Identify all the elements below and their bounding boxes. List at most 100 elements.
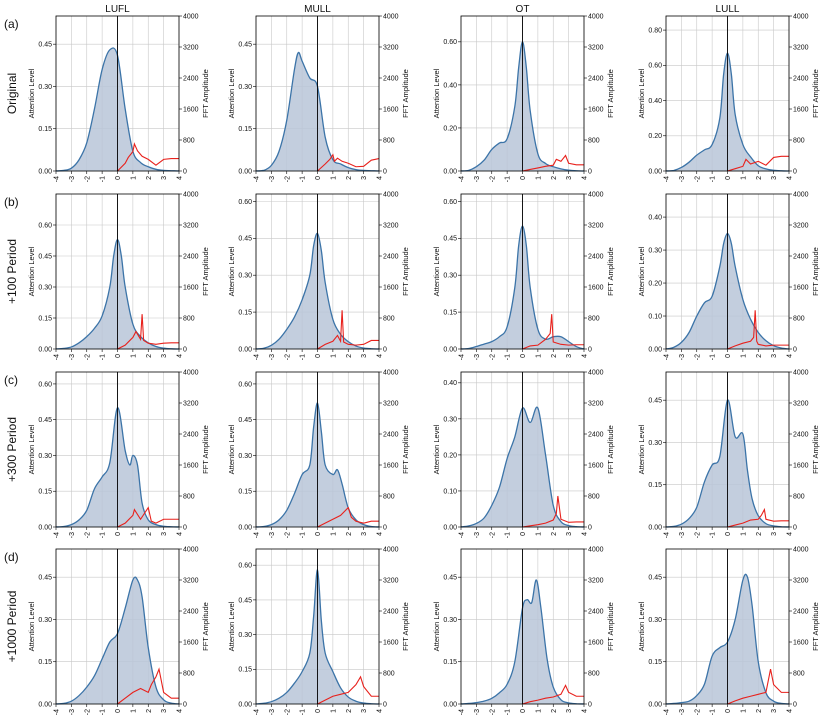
y-tick-label: 0.15	[238, 489, 252, 496]
x-tick-label: 3	[566, 176, 573, 180]
y2-tick-label: 1600	[588, 284, 604, 291]
row-label: +300 Period	[5, 417, 19, 482]
y-tick-label: 0.15	[443, 659, 457, 666]
y2-tick-label: 0	[383, 168, 387, 175]
y2-tick-label: 800	[183, 137, 195, 144]
y-tick-label: 0.60	[648, 63, 662, 70]
y-axis-label: Attention Level	[227, 601, 236, 651]
y2-tick-label: 0	[588, 701, 592, 708]
x-tick-label: 2	[756, 532, 763, 536]
y2-axis-label: FFT Amplitude	[201, 425, 210, 474]
x-tick-label: 2	[756, 709, 763, 713]
y2-tick-label: 1600	[793, 639, 809, 646]
y2-tick-label: 800	[183, 670, 195, 677]
x-tick-label: -1	[300, 709, 307, 715]
plot-frame	[55, 371, 180, 528]
panel-lufl-2: -4 -3 -2 -1 0 1 2 3 4 0.00 0.15 0.30 0.45 0.60 0 800 160…	[27, 191, 210, 360]
y2-tick-label: 800	[183, 493, 195, 500]
x-tick-label: -4	[459, 354, 466, 360]
y-tick-label: 0.30	[38, 617, 52, 624]
fft-line	[117, 506, 179, 528]
y2-axis-label: FFT Amplitude	[606, 247, 615, 296]
y2-tick-label: 1600	[588, 462, 604, 469]
column-title-lufl: LUFL	[105, 4, 130, 15]
y-tick-label: 0.10	[443, 488, 457, 495]
y2-tick-label: 2400	[588, 608, 604, 615]
y-tick-label: 0.30	[238, 273, 252, 280]
x-tick-label: -3	[679, 354, 686, 360]
x-tick-label: 3	[161, 176, 168, 180]
x-tick-label: 2	[756, 176, 763, 180]
y2-tick-label: 4000	[588, 191, 604, 198]
x-tick-label: -3	[474, 354, 481, 360]
y-tick-label: 0.00	[238, 346, 252, 353]
y-tick-label: 0.45	[238, 236, 252, 243]
plot-frame	[255, 15, 380, 172]
y2-tick-label: 0	[588, 346, 592, 353]
x-tick-label: 4	[582, 709, 589, 713]
fft-line	[522, 154, 584, 172]
x-tick-label: 3	[771, 709, 778, 713]
x-tick-label: 4	[582, 176, 589, 180]
y2-tick-label: 3200	[383, 400, 399, 407]
y-tick-label: 0.30	[238, 632, 252, 639]
y2-tick-label: 1600	[793, 284, 809, 291]
y-tick-label: 0.60	[238, 563, 252, 570]
y-tick-label: 0.20	[443, 452, 457, 459]
panel-lull-1: -4 -3 -2 -1 0 1 2 3 4 0.00 0.20 0.40 0.60 0.80 0 800 160…	[637, 13, 820, 182]
y2-tick-label: 4000	[588, 369, 604, 376]
x-tick-label: 4	[377, 709, 384, 713]
x-tick-label: 2	[346, 354, 353, 358]
fft-line	[117, 314, 179, 350]
x-tick-label: 1	[740, 709, 747, 713]
y-axis-label: Attention Level	[27, 246, 36, 296]
fft-line	[317, 675, 379, 705]
x-tick-label: 0	[520, 532, 527, 536]
x-tick-label: 0	[315, 709, 322, 713]
x-tick-label: 3	[361, 709, 368, 713]
y2-tick-label: 3200	[183, 400, 199, 407]
x-tick-label: -1	[300, 354, 307, 360]
x-tick-label: 0	[115, 532, 122, 536]
y-tick-label: 0.30	[38, 284, 52, 291]
y-tick-label: 0.30	[238, 453, 252, 460]
y-tick-label: 0.45	[238, 597, 252, 604]
plot-frame	[665, 193, 790, 350]
column-title-lull: LULL	[716, 4, 740, 15]
x-tick-label: -2	[284, 532, 291, 538]
y-tick-label: 0.20	[648, 280, 662, 287]
x-tick-label: -1	[100, 176, 107, 182]
y-axis-label: Attention Level	[27, 68, 36, 118]
plot-frame	[460, 15, 585, 172]
fft-line	[727, 155, 789, 172]
x-tick-label: 1	[535, 354, 542, 358]
y-tick-label: 0.45	[443, 575, 457, 582]
x-tick-label: 3	[771, 532, 778, 536]
y-tick-label: 0.45	[38, 42, 52, 49]
y-axis-label: Attention Level	[432, 68, 441, 118]
y-axis-label: Attention Level	[227, 68, 236, 118]
x-tick-label: 3	[771, 354, 778, 358]
x-tick-label: -1	[710, 532, 717, 538]
x-tick-label: 1	[740, 354, 747, 358]
x-tick-label: 2	[346, 176, 353, 180]
x-tick-label: 4	[787, 532, 794, 536]
y-tick-label: 0.00	[443, 346, 457, 353]
y2-tick-label: 1600	[183, 639, 199, 646]
y-tick-label: 0.40	[648, 98, 662, 105]
x-tick-label: -4	[459, 176, 466, 182]
row-mark: (c)	[4, 373, 18, 387]
x-tick-label: 4	[177, 354, 184, 358]
fft-line	[522, 495, 584, 528]
x-tick-label: 0	[520, 354, 527, 358]
y-tick-label: 0.15	[238, 667, 252, 674]
y-tick-label: 0.40	[443, 82, 457, 89]
y2-tick-label: 1600	[383, 284, 399, 291]
plot-frame	[255, 548, 380, 705]
x-tick-label: 1	[535, 709, 542, 713]
y2-tick-label: 4000	[383, 546, 399, 553]
y2-axis-label: FFT Amplitude	[606, 69, 615, 118]
x-tick-label: -3	[69, 176, 76, 182]
y-tick-label: 0.30	[38, 84, 52, 91]
x-tick-label: 0	[115, 354, 122, 358]
